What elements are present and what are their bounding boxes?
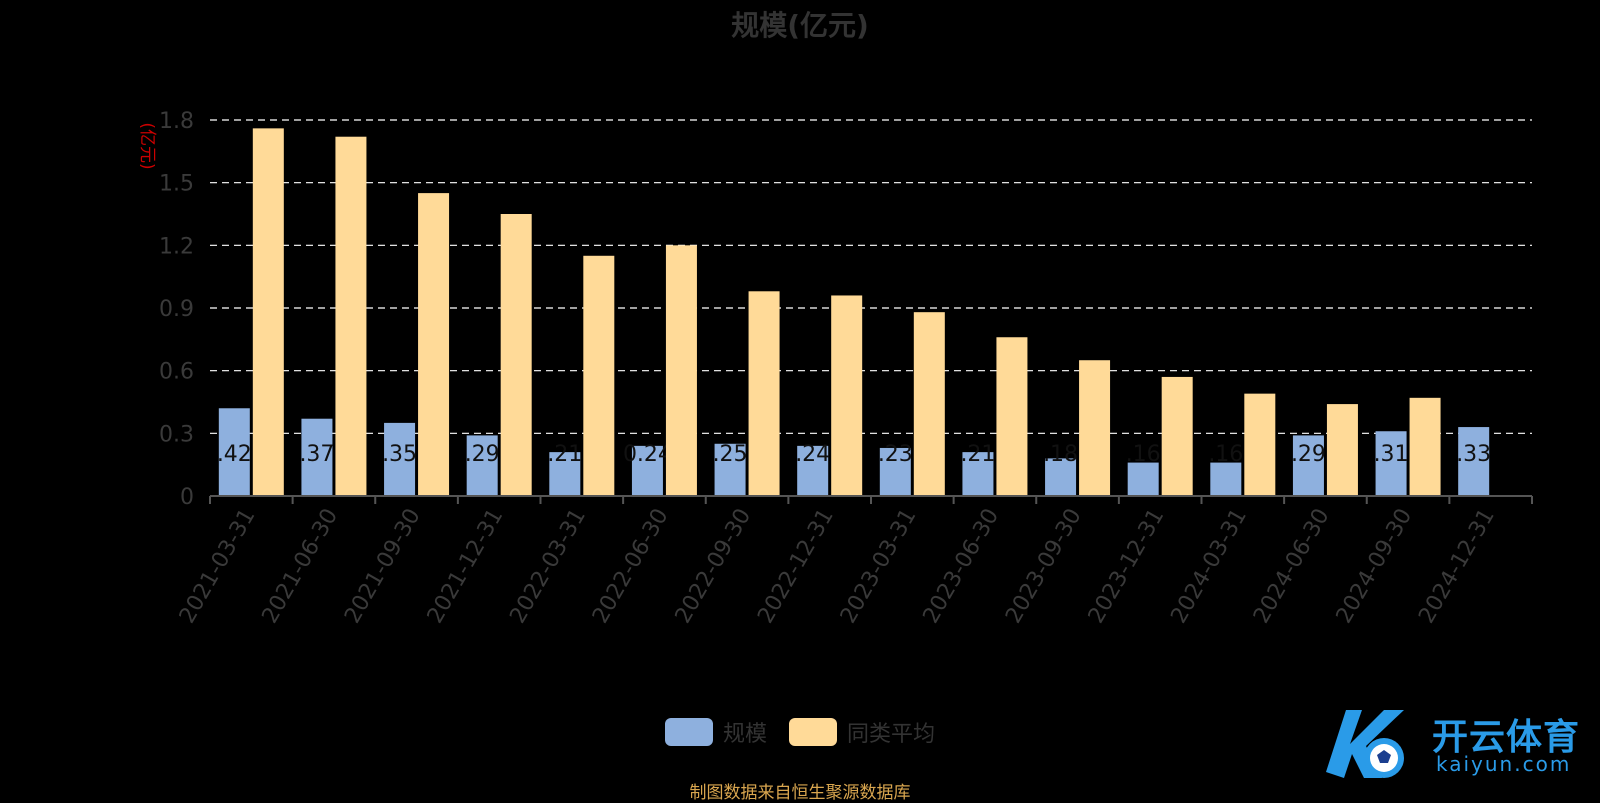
bar-scale: [879, 447, 911, 496]
data-label-scale: .24: [795, 442, 830, 467]
bar-peer-average: [418, 193, 450, 496]
x-tick-label: 2024-06-30: [1249, 505, 1335, 628]
bar-scale: [384, 422, 416, 496]
x-tick-label: 2022-09-30: [671, 505, 757, 628]
brand-logo-domain: kaiyun.com: [1436, 752, 1572, 776]
x-tick-label: 2022-06-30: [588, 505, 674, 628]
chart-title: 规模(亿元): [731, 9, 869, 42]
bar-peer-average: [748, 291, 780, 496]
bar-scale: [1458, 427, 1490, 496]
y-tick-label: 1.5: [159, 172, 194, 197]
bar-peer-average: [665, 245, 697, 496]
data-label-scale: .33: [1456, 442, 1491, 467]
x-tick-label: 2023-09-30: [1001, 505, 1087, 628]
x-tick-label: 2024-03-31: [1166, 505, 1252, 628]
data-label-scale: .16: [1208, 442, 1243, 467]
x-tick-label: 2023-06-30: [919, 505, 1005, 628]
bar-peer-average: [1409, 397, 1441, 496]
bar-peer-average: [583, 255, 615, 496]
bar-peer-average: [335, 136, 367, 496]
y-tick-label: 0.9: [159, 297, 194, 322]
legend-swatch-scale: [664, 718, 713, 746]
brand-logo-name: 开云体育: [1432, 717, 1581, 758]
bar-scale: [301, 418, 333, 496]
data-label-scale: .29: [1291, 442, 1326, 467]
legend-item-scale[interactable]: 规模: [664, 716, 767, 748]
bar-scale: [1045, 458, 1077, 496]
bar-peer-average: [913, 312, 945, 496]
x-tick-label: 2021-06-30: [258, 505, 344, 628]
x-tick-label: 2021-09-30: [340, 505, 426, 628]
bar-scale: [218, 408, 250, 496]
x-tick-label: 2023-03-31: [836, 505, 922, 628]
x-tick-label: 2024-09-30: [1332, 505, 1418, 628]
bar-scale: [549, 452, 581, 496]
data-label-scale: .35: [382, 442, 417, 467]
chart-legend: 规模 同类平均: [0, 716, 1600, 748]
source-note: 制图数据来自恒生聚源数据库: [689, 783, 911, 803]
data-label-scale: .25: [713, 442, 748, 467]
x-tick-label: 2021-12-31: [423, 505, 509, 628]
data-label-scale: .21: [960, 442, 995, 467]
y-axis-label: (亿元): [137, 122, 157, 169]
x-tick-label: 2022-12-31: [753, 505, 839, 628]
bar-peer-average: [1079, 360, 1111, 496]
brand-logo: 开云体育 kaiyun.com: [1312, 700, 1592, 790]
x-tick-label: 2022-03-31: [505, 505, 591, 628]
bar-peer-average: [996, 337, 1028, 496]
x-tick-label: 2024-12-31: [1414, 505, 1500, 628]
bar-peer-average: [252, 128, 284, 496]
bar-peer-average: [1244, 393, 1276, 496]
x-tick-label: 2023-12-31: [1084, 505, 1170, 628]
y-tick-label: 0.3: [159, 422, 194, 447]
bar-chart: 0 0.3 0.6 0.9 1.2 1.5 1.8(亿元) .42 2021-03-31 .37 2…: [137, 109, 1533, 628]
data-label-scale: .42: [217, 442, 252, 467]
bar-scale: [1292, 435, 1324, 496]
data-label-scale: .16: [1126, 442, 1161, 467]
legend-swatch-peer-average: [789, 718, 837, 746]
data-label-scale: 0.24: [623, 442, 672, 467]
bar-scale: [962, 452, 994, 496]
y-tick-label: 0: [180, 485, 194, 510]
bar-scale: [631, 445, 663, 496]
legend-label-peer-average: 同类平均: [847, 722, 936, 747]
data-label-scale: .29: [465, 442, 500, 467]
bar-scale: [1210, 462, 1242, 496]
bar-scale: [1127, 462, 1159, 496]
legend-label-scale: 规模: [722, 722, 767, 747]
y-tick-label: 1.2: [159, 234, 194, 259]
bar-scale: [797, 445, 829, 496]
bar-peer-average: [500, 214, 532, 496]
bar-peer-average: [831, 295, 863, 496]
data-label-scale: .37: [299, 442, 334, 467]
bar-scale: [714, 443, 746, 496]
bar-peer-average: [1326, 404, 1358, 496]
data-label-scale: .23: [878, 442, 913, 467]
bar-scale: [1375, 431, 1407, 496]
brand-logo-icon: [1326, 710, 1404, 778]
legend-item-peer-average[interactable]: 同类平均: [789, 716, 935, 748]
y-tick-label: 0.6: [159, 360, 194, 385]
x-tick-label: 2021-03-31: [175, 505, 261, 628]
bar-scale: [466, 435, 498, 496]
data-label-scale: .31: [1374, 442, 1409, 467]
bar-peer-average: [1161, 376, 1193, 496]
data-label-scale: .21: [547, 442, 582, 467]
y-tick-label: 1.8: [159, 109, 194, 134]
data-label-scale: .18: [1043, 442, 1078, 467]
